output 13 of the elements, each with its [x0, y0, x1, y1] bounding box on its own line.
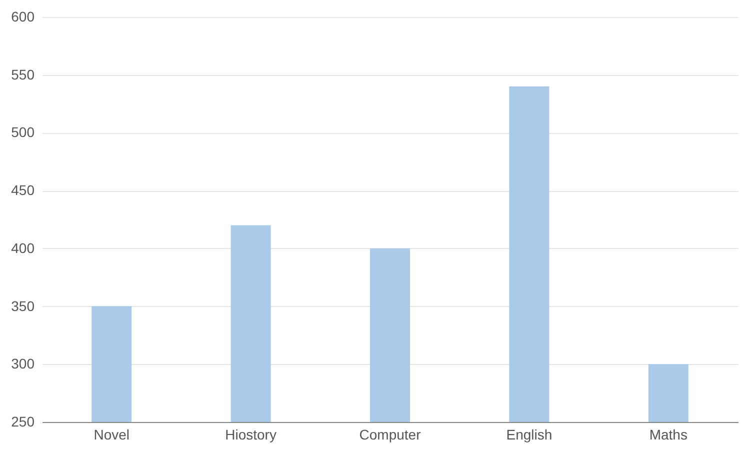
x-tick-label: Hiostory — [225, 426, 276, 442]
y-tick-label: 250 — [11, 414, 35, 430]
x-tick-label: Maths — [649, 426, 688, 442]
y-tick-label: 450 — [11, 182, 35, 198]
y-tick-label: 300 — [11, 356, 35, 372]
y-tick-label: 600 — [11, 8, 35, 24]
x-tick-label: English — [506, 426, 552, 442]
y-tick-label: 550 — [11, 66, 35, 82]
x-tick-label: Computer — [359, 426, 422, 442]
y-tick-label: 400 — [11, 240, 35, 256]
x-tick-label: Novel — [94, 426, 130, 442]
y-tick-label: 350 — [11, 298, 35, 314]
y-tick-label: 500 — [11, 124, 35, 140]
